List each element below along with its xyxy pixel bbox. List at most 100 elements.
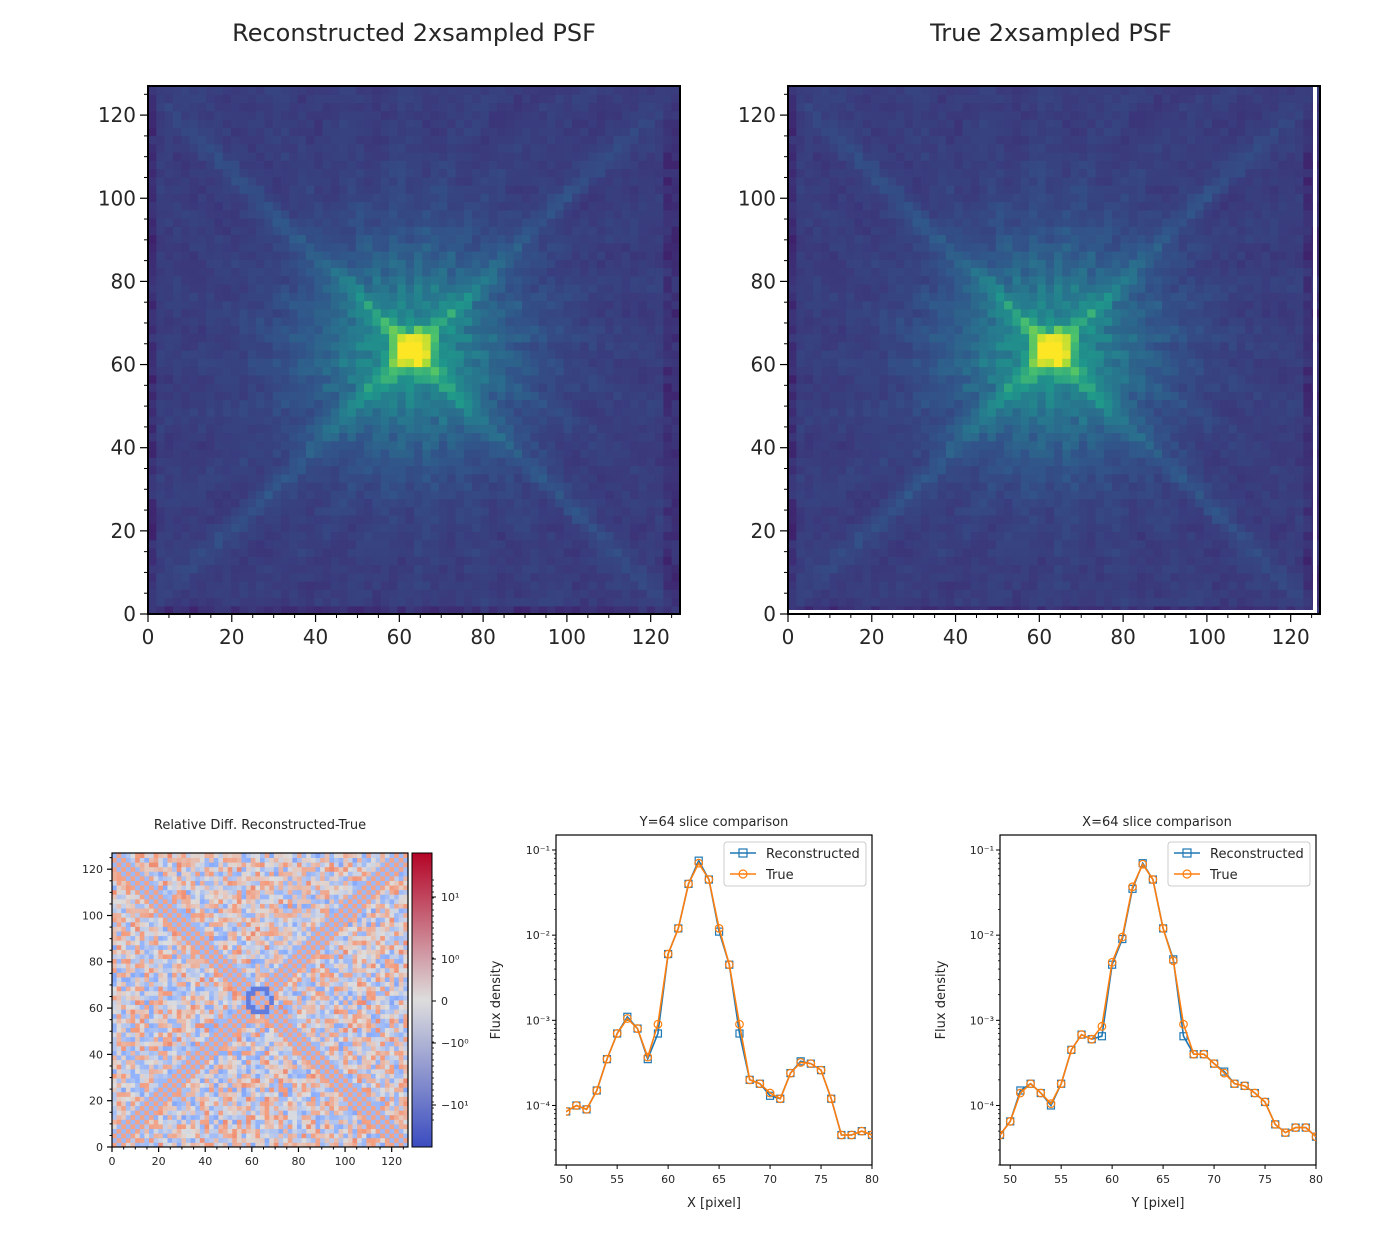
heatmap-cell (621, 209, 631, 219)
heatmap-cell (663, 226, 673, 236)
heatmap-cell (206, 358, 216, 368)
heatmap-cell (405, 605, 415, 615)
heatmap-cell (281, 86, 290, 95)
heatmap-cell (447, 572, 457, 582)
heatmap-cell (389, 308, 398, 318)
heatmap-cell (821, 506, 831, 516)
heatmap-cell (630, 556, 640, 566)
heatmap-cell (804, 383, 814, 392)
heatmap-cell (181, 564, 191, 574)
heatmap-cell (181, 548, 191, 557)
heatmap-cell (837, 168, 847, 178)
heatmap-cell (455, 440, 465, 450)
heatmap-cell (796, 432, 806, 442)
heatmap-cell (339, 110, 349, 120)
heatmap-cell (272, 292, 282, 302)
heatmap-cell (330, 209, 340, 219)
heatmap-cell (613, 201, 623, 211)
heatmap-cell (837, 523, 847, 533)
heatmap-cell (189, 374, 199, 384)
heatmap-cell (804, 465, 814, 475)
heatmap-cell (555, 201, 565, 211)
heatmap-cell (638, 193, 648, 203)
heatmap-cell (530, 556, 540, 566)
heatmap-cell (189, 589, 199, 599)
heatmap-cell (638, 308, 648, 318)
heatmap-cell (322, 300, 332, 310)
heatmap-cell (264, 160, 274, 170)
heatmap-cell (156, 300, 166, 310)
heatmap-cell (862, 86, 872, 95)
heatmap-cell (563, 449, 573, 458)
heatmap-cell (854, 119, 864, 128)
heatmap-cell (605, 242, 615, 252)
heatmap-cell (414, 605, 423, 615)
heatmap-cell (156, 333, 166, 343)
heatmap-cell (837, 432, 847, 442)
heatmap-cell (389, 201, 398, 211)
heatmap-cell (438, 176, 448, 186)
heatmap-cell (655, 548, 664, 557)
heatmap-cell (330, 325, 340, 335)
heatmap-cell (264, 548, 274, 557)
heatmap-cell (879, 515, 889, 524)
heatmap-cell (812, 308, 822, 318)
heatmap-cell (314, 110, 324, 120)
heatmap-cell (231, 127, 241, 137)
heatmap-cell (547, 317, 556, 326)
heatmap-cell (339, 440, 349, 450)
heatmap-cell (305, 317, 315, 326)
heatmap-cell (588, 465, 598, 475)
heatmap-cell (854, 490, 864, 500)
heatmap-cell (588, 185, 598, 194)
heatmap-cell (588, 449, 598, 458)
heatmap-cell (497, 473, 507, 483)
heatmap-cell (339, 589, 349, 599)
heatmap-cell (513, 358, 523, 368)
heatmap-cell (480, 267, 490, 277)
heatmap-cell (812, 457, 822, 467)
heatmap-cell (380, 209, 390, 219)
heatmap-cell (297, 465, 307, 475)
heatmap-cell (314, 597, 324, 607)
heatmap-cell (380, 201, 390, 211)
heatmap-cell (896, 193, 905, 203)
heatmap-cell (272, 168, 282, 178)
heatmap-cell (538, 110, 548, 120)
heatmap-cell (272, 391, 282, 401)
heatmap-cell (488, 259, 498, 269)
heatmap-cell (197, 218, 207, 227)
heatmap-cell (339, 506, 349, 516)
heatmap-cell (430, 498, 440, 508)
heatmap-cell (497, 498, 507, 508)
heatmap-cell (472, 135, 482, 145)
heatmap-cell (438, 242, 448, 252)
heatmap-cell (497, 185, 507, 194)
heatmap-cell (231, 407, 241, 417)
heatmap-cell (480, 127, 490, 137)
heatmap-cell (189, 259, 199, 269)
heatmap-cell (812, 564, 822, 574)
heatmap-cell (854, 581, 864, 590)
heatmap-cell (256, 284, 265, 293)
heatmap-cell (671, 251, 681, 260)
heatmap-cell (430, 94, 440, 104)
heatmap-cell (364, 407, 374, 417)
heatmap-cell (804, 251, 814, 260)
heatmap-cell (455, 110, 465, 120)
heatmap-cell (638, 383, 648, 392)
heatmap-cell (305, 572, 315, 582)
heatmap-cell (530, 102, 540, 112)
heatmap-cell (389, 143, 398, 153)
heatmap-cell (804, 539, 814, 549)
heatmap-cell (364, 251, 374, 260)
heatmap-cell (256, 457, 265, 467)
heatmap-cell (580, 490, 590, 500)
heatmap-cell (197, 399, 207, 409)
heatmap-cell (339, 391, 349, 401)
heatmap-cell (264, 407, 274, 417)
heatmap-cell (821, 358, 831, 368)
heatmap-cell (505, 399, 515, 409)
heatmap-cell (547, 143, 556, 153)
heatmap-cell (206, 407, 216, 417)
